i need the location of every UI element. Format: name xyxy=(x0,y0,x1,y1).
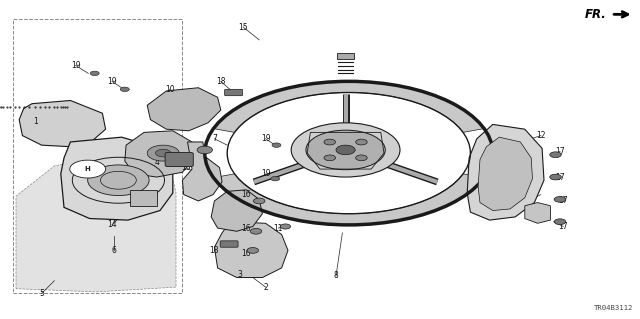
Text: 2: 2 xyxy=(263,283,268,292)
Polygon shape xyxy=(214,81,484,132)
Circle shape xyxy=(70,160,106,178)
Text: 13: 13 xyxy=(180,163,191,172)
Circle shape xyxy=(271,176,280,181)
Circle shape xyxy=(88,165,149,196)
Polygon shape xyxy=(61,137,173,220)
Circle shape xyxy=(324,155,335,161)
Text: 5: 5 xyxy=(39,289,44,298)
Polygon shape xyxy=(125,131,195,177)
Text: 9: 9 xyxy=(529,195,534,204)
Text: 18: 18 xyxy=(210,246,219,255)
Text: 18: 18 xyxy=(216,77,225,86)
Text: 8: 8 xyxy=(333,271,339,280)
Circle shape xyxy=(554,219,566,225)
Polygon shape xyxy=(214,174,484,225)
Circle shape xyxy=(90,71,99,76)
Text: 12: 12 xyxy=(536,131,545,140)
Polygon shape xyxy=(211,190,262,231)
Text: TR04B3112: TR04B3112 xyxy=(594,305,634,311)
Text: 19: 19 xyxy=(260,169,271,178)
Text: 15: 15 xyxy=(238,23,248,32)
Circle shape xyxy=(197,146,212,154)
Polygon shape xyxy=(214,222,288,278)
Circle shape xyxy=(120,87,129,92)
Text: FR.: FR. xyxy=(585,8,607,21)
Circle shape xyxy=(147,145,179,161)
Circle shape xyxy=(156,149,171,157)
Text: 19: 19 xyxy=(107,77,117,86)
Circle shape xyxy=(356,139,367,145)
Text: 17: 17 xyxy=(558,197,568,205)
Text: 17: 17 xyxy=(558,222,568,231)
FancyBboxPatch shape xyxy=(220,241,238,247)
Text: 17: 17 xyxy=(555,173,565,182)
FancyBboxPatch shape xyxy=(337,53,354,59)
Circle shape xyxy=(280,224,291,229)
Text: 17: 17 xyxy=(555,147,565,156)
Circle shape xyxy=(250,228,262,234)
Polygon shape xyxy=(182,142,222,201)
Polygon shape xyxy=(525,203,550,223)
Circle shape xyxy=(336,145,355,155)
Text: 16: 16 xyxy=(241,224,252,233)
Circle shape xyxy=(554,197,566,202)
Polygon shape xyxy=(19,100,106,147)
Text: 19: 19 xyxy=(70,61,81,70)
Text: 16: 16 xyxy=(241,249,252,258)
Text: 1: 1 xyxy=(33,117,38,126)
Circle shape xyxy=(550,174,561,180)
FancyBboxPatch shape xyxy=(130,190,157,206)
Text: 10: 10 xyxy=(164,85,175,94)
Circle shape xyxy=(253,198,265,204)
Polygon shape xyxy=(467,124,544,220)
FancyBboxPatch shape xyxy=(165,152,193,167)
Circle shape xyxy=(550,152,561,158)
Text: H: H xyxy=(85,166,90,172)
FancyBboxPatch shape xyxy=(225,89,243,96)
Text: 7: 7 xyxy=(212,134,217,143)
Circle shape xyxy=(356,155,367,161)
Text: 19: 19 xyxy=(260,134,271,143)
Circle shape xyxy=(247,248,259,253)
Polygon shape xyxy=(478,137,532,211)
Circle shape xyxy=(291,123,400,177)
Polygon shape xyxy=(147,88,221,131)
Text: 16: 16 xyxy=(241,190,252,199)
Circle shape xyxy=(324,139,335,145)
Polygon shape xyxy=(16,153,176,292)
Text: 6: 6 xyxy=(111,246,116,255)
Circle shape xyxy=(306,130,385,170)
Text: 3: 3 xyxy=(237,270,243,279)
Circle shape xyxy=(272,143,281,147)
Text: 11: 11 xyxy=(274,224,283,233)
Text: 4: 4 xyxy=(154,158,159,167)
Text: 14: 14 xyxy=(107,220,117,229)
